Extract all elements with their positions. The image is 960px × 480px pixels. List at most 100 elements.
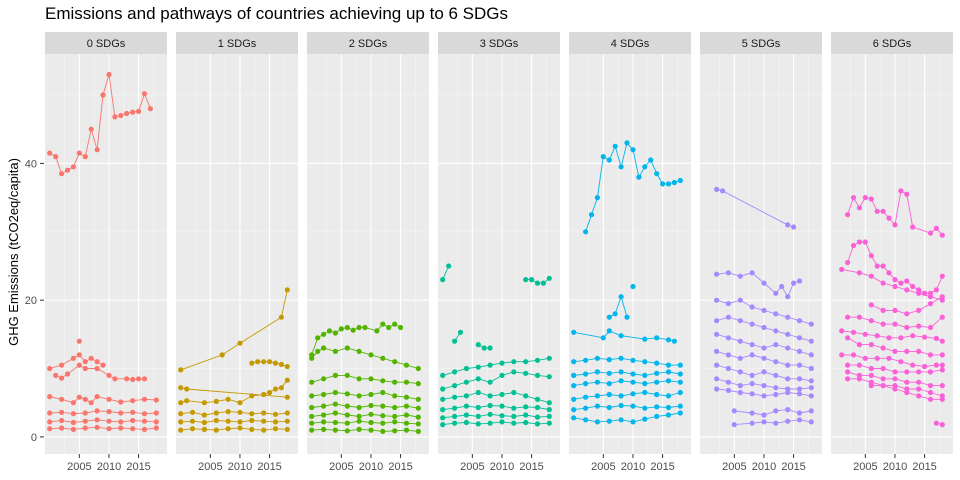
data-point: [630, 391, 636, 397]
facet-panel-6: 6 SDGs 2005 2010 2015: [831, 32, 953, 473]
data-point: [927, 301, 934, 307]
data-point: [130, 417, 136, 424]
data-point: [714, 386, 720, 392]
data-point: [237, 425, 243, 431]
data-point: [315, 335, 321, 341]
data-point: [463, 365, 469, 372]
data-point: [665, 337, 672, 343]
data-point: [939, 383, 945, 389]
data-point: [76, 338, 82, 344]
data-point: [773, 420, 779, 426]
data-point: [59, 362, 65, 368]
data-point: [725, 301, 732, 307]
data-point: [761, 369, 767, 375]
data-point: [856, 239, 863, 245]
data-point: [880, 280, 886, 286]
data-point: [761, 324, 767, 331]
data-point: [749, 372, 755, 378]
data-point: [278, 361, 284, 367]
data-point: [642, 336, 648, 342]
facet-strip-label: 6 SDGs: [873, 38, 912, 50]
data-point: [546, 400, 552, 406]
data-point: [94, 424, 100, 430]
data-point: [737, 389, 743, 396]
facet-strip-label: 3 SDGs: [480, 38, 519, 50]
data-point: [904, 348, 910, 354]
data-point: [237, 340, 243, 346]
data-point: [309, 355, 315, 361]
data-point: [487, 411, 493, 417]
x-tick-label: 2015: [781, 461, 805, 473]
data-point: [59, 171, 65, 177]
data-point: [415, 421, 421, 427]
data-point: [665, 404, 672, 411]
data-point: [237, 400, 243, 406]
data-point: [749, 381, 755, 387]
data-point: [415, 381, 421, 387]
data-point: [933, 287, 940, 293]
data-point: [880, 307, 886, 313]
data-point: [452, 383, 458, 389]
data-point: [511, 389, 517, 396]
data-point: [261, 391, 267, 398]
data-point: [588, 212, 595, 218]
series-line: [442, 371, 550, 390]
series-line: [311, 420, 419, 425]
data-point: [59, 375, 65, 381]
data-point: [933, 420, 940, 426]
data-point: [141, 426, 148, 432]
data-point: [785, 376, 791, 382]
data-point: [773, 391, 779, 398]
data-point: [249, 426, 255, 432]
data-point: [850, 242, 857, 249]
data-point: [76, 352, 82, 358]
data-point: [178, 385, 184, 391]
data-point: [88, 126, 94, 132]
data-point: [523, 359, 529, 365]
data-point: [272, 419, 279, 425]
data-point: [737, 383, 743, 389]
data-point: [141, 396, 148, 402]
data-point: [749, 304, 755, 310]
data-point: [112, 114, 118, 120]
data-point: [737, 297, 743, 303]
data-point: [785, 345, 791, 351]
data-point: [70, 400, 76, 406]
series-line: [841, 330, 943, 342]
data-point: [880, 345, 886, 351]
data-point: [106, 372, 112, 378]
facet-strip-label: 4 SDGs: [611, 38, 650, 50]
data-point: [665, 393, 672, 399]
data-point: [571, 415, 577, 421]
data-point: [112, 376, 118, 382]
data-point: [654, 413, 660, 419]
data-point: [868, 302, 874, 308]
data-point: [880, 383, 886, 389]
data-point: [153, 397, 159, 403]
data-point: [749, 410, 755, 416]
data-point: [594, 195, 601, 201]
series-line: [311, 403, 419, 409]
data-point: [153, 425, 159, 431]
data-point: [677, 177, 683, 184]
data-point: [731, 408, 737, 414]
data-point: [368, 376, 374, 382]
data-point: [141, 376, 148, 382]
data-point: [356, 413, 362, 419]
data-point: [499, 419, 505, 425]
series-line: [442, 392, 550, 404]
data-point: [94, 417, 100, 423]
data-point: [321, 345, 327, 351]
data-point: [796, 362, 803, 368]
data-point: [880, 365, 886, 372]
data-point: [856, 314, 863, 320]
data-point: [773, 359, 779, 365]
data-point: [600, 335, 606, 341]
data-point: [714, 331, 720, 337]
facet-strip: [45, 32, 167, 54]
data-point: [440, 422, 446, 428]
data-point: [654, 335, 660, 341]
x-tick-label: 2010: [97, 461, 121, 473]
x-tick-label: 2010: [883, 461, 907, 473]
data-point: [446, 263, 452, 269]
